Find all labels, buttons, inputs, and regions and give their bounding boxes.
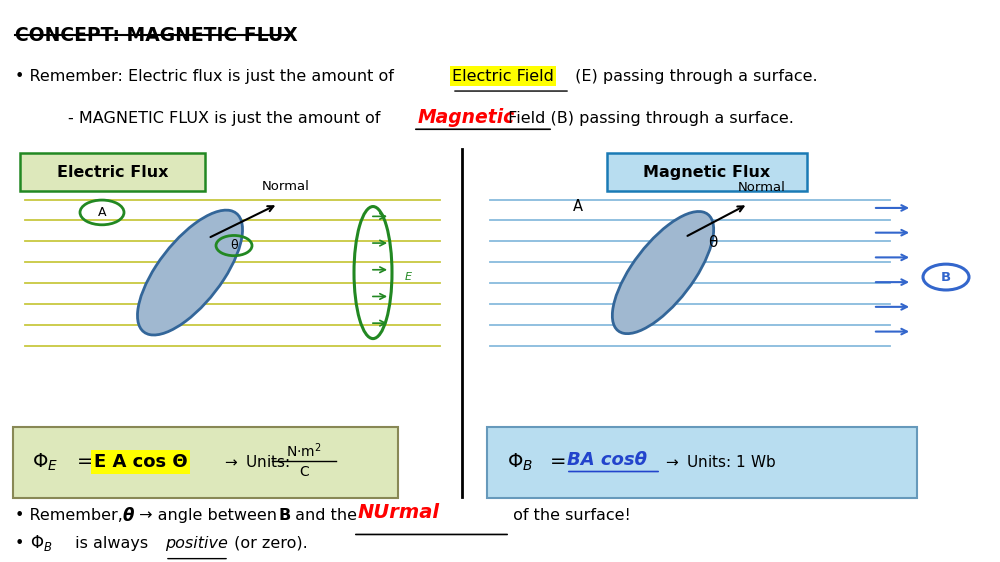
Text: and the: and the: [290, 509, 362, 523]
Text: $\Phi_B$: $\Phi_B$: [30, 533, 53, 554]
Text: θ: θ: [708, 235, 717, 250]
Text: Electric Field: Electric Field: [452, 69, 554, 84]
Text: $\Phi_E$: $\Phi_E$: [32, 451, 58, 473]
Text: $\Phi_B$: $\Phi_B$: [507, 451, 533, 473]
Text: $\rightarrow$ Units: 1 Wb: $\rightarrow$ Units: 1 Wb: [663, 454, 776, 470]
Text: (or zero).: (or zero).: [229, 536, 308, 551]
Text: $\rightarrow$ Units:: $\rightarrow$ Units:: [222, 454, 292, 470]
Text: E: E: [405, 271, 412, 282]
Text: E A cos Θ: E A cos Θ: [94, 453, 188, 471]
Text: A: A: [573, 200, 583, 214]
Text: Electric Flux: Electric Flux: [57, 165, 168, 180]
Text: $\mathrm{C}$: $\mathrm{C}$: [299, 465, 309, 478]
Text: Field (B) passing through a surface.: Field (B) passing through a surface.: [503, 111, 794, 126]
Text: Magnetic: Magnetic: [418, 108, 515, 127]
Text: Magnetic Flux: Magnetic Flux: [643, 165, 771, 180]
Text: =: =: [77, 452, 94, 472]
FancyBboxPatch shape: [20, 153, 205, 191]
Ellipse shape: [137, 210, 243, 335]
Text: $\mathrm{N{\cdot}m^2}$: $\mathrm{N{\cdot}m^2}$: [286, 441, 322, 460]
Text: • Remember: Electric flux is just the amount of: • Remember: Electric flux is just the am…: [15, 69, 399, 84]
Text: B: B: [278, 509, 290, 523]
Text: → angle between: → angle between: [134, 509, 282, 523]
Text: BA cosθ: BA cosθ: [567, 451, 647, 469]
Text: - MAGNETIC FLUX is just the amount of: - MAGNETIC FLUX is just the amount of: [68, 111, 386, 126]
Text: (E) passing through a surface.: (E) passing through a surface.: [570, 69, 818, 84]
Text: =: =: [550, 452, 566, 472]
Text: of the surface!: of the surface!: [508, 509, 631, 523]
Text: positive: positive: [165, 536, 228, 551]
Text: NUrmal: NUrmal: [358, 503, 440, 522]
Text: Normal: Normal: [262, 180, 310, 193]
Text: Normal: Normal: [738, 181, 786, 194]
Text: •: •: [15, 536, 30, 551]
Text: • Remember,: • Remember,: [15, 509, 128, 523]
FancyBboxPatch shape: [607, 153, 807, 191]
Text: B: B: [941, 270, 951, 284]
Text: is always: is always: [70, 536, 153, 551]
Text: θ: θ: [123, 507, 134, 525]
FancyBboxPatch shape: [487, 427, 917, 498]
Text: θ: θ: [230, 239, 238, 252]
Text: A: A: [98, 206, 106, 219]
FancyBboxPatch shape: [13, 427, 398, 498]
Text: CONCEPT: MAGNETIC FLUX: CONCEPT: MAGNETIC FLUX: [15, 26, 298, 46]
Ellipse shape: [612, 211, 714, 334]
